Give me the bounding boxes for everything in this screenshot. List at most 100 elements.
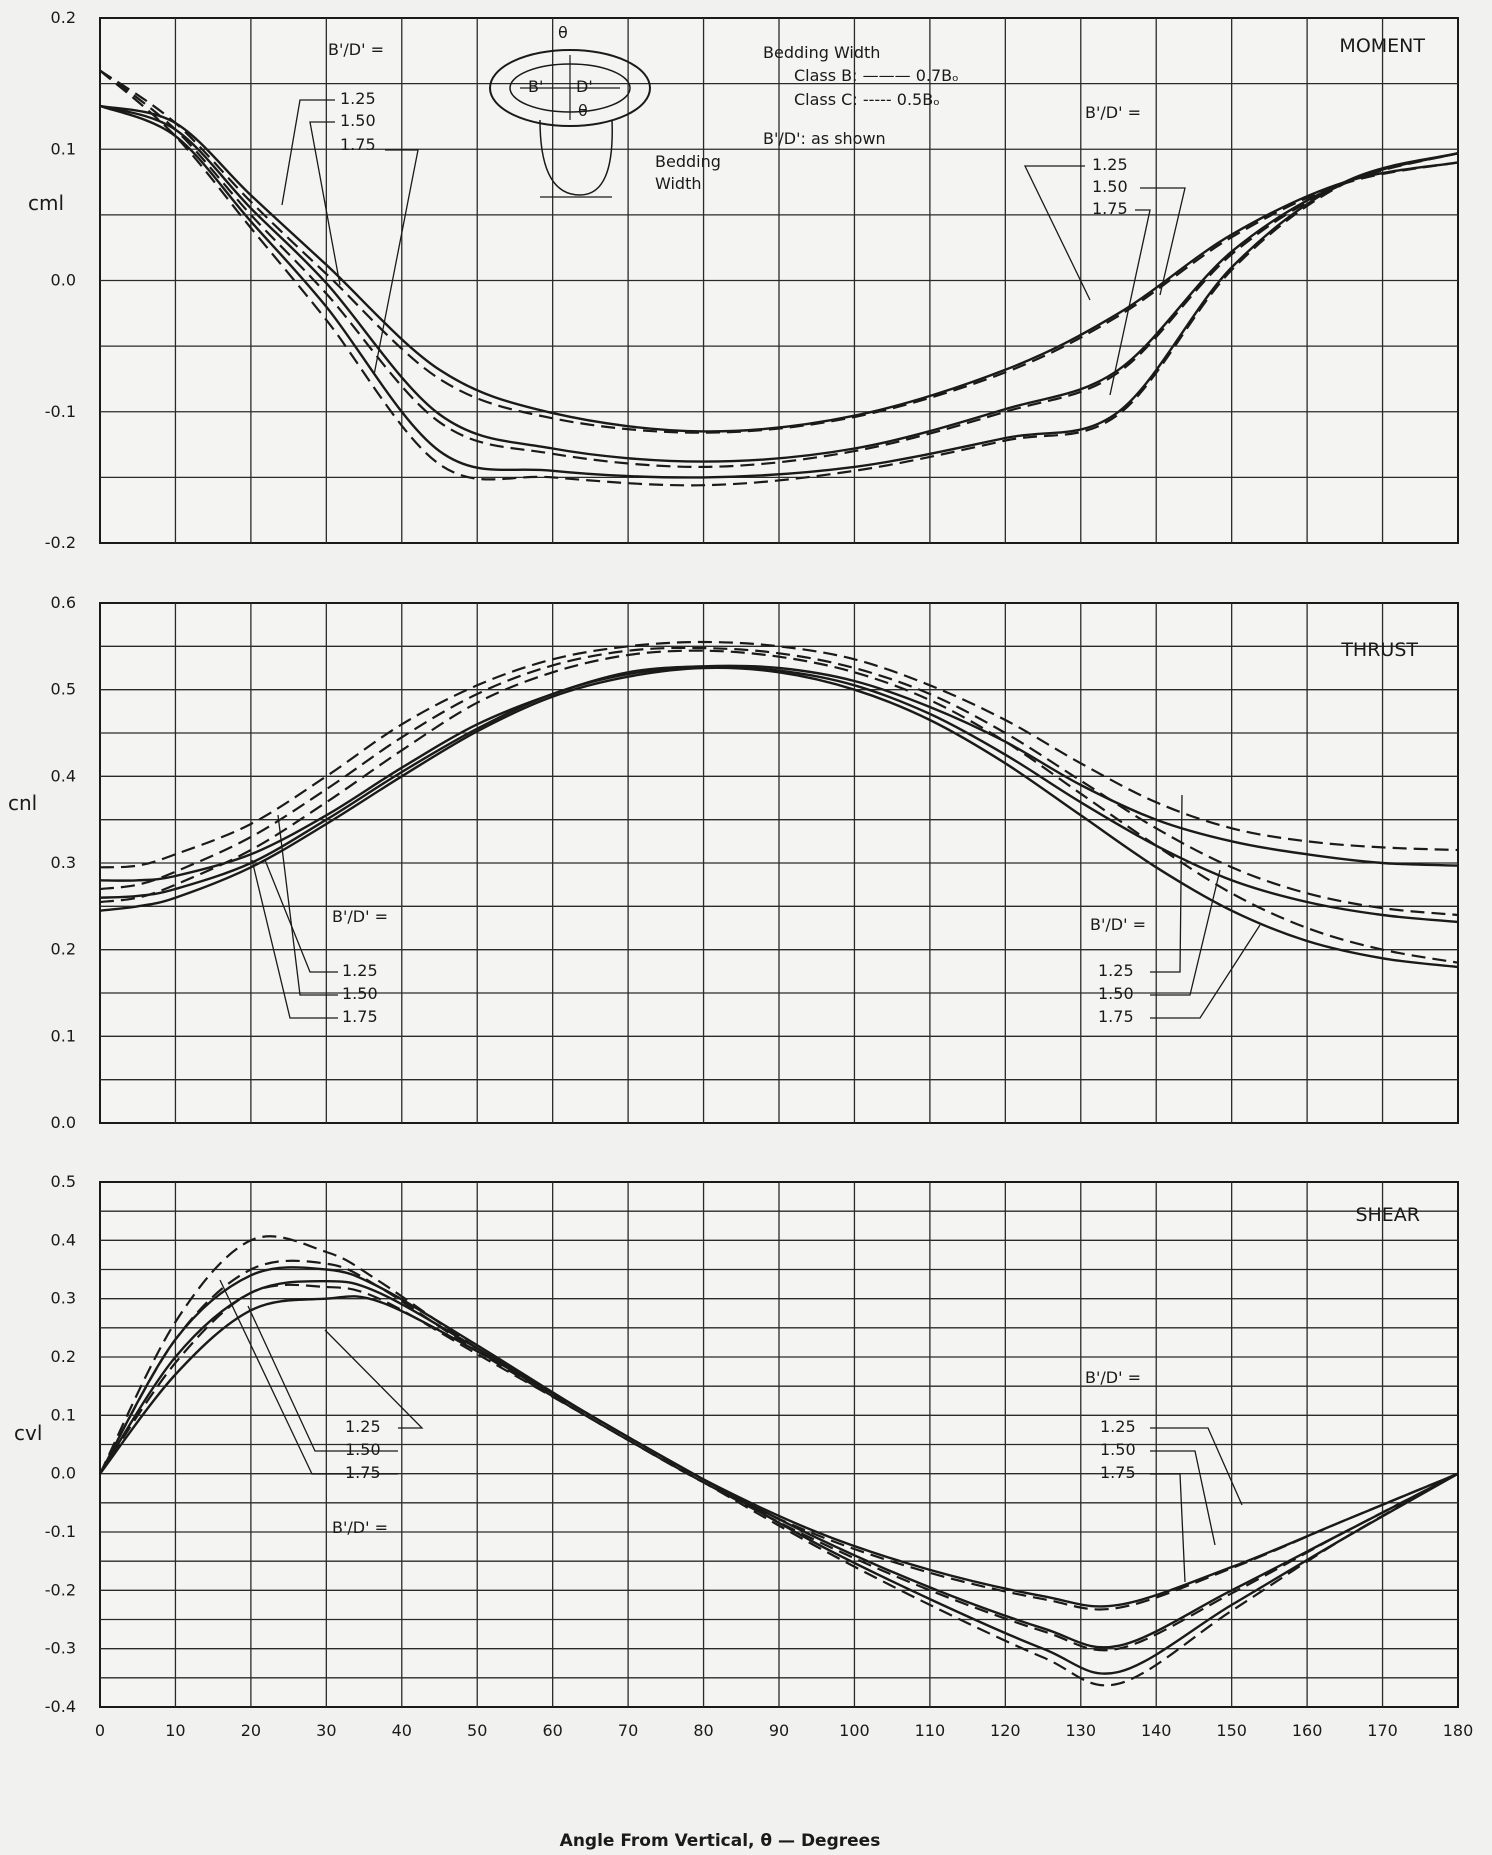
- thrust-series-class-c-1: [99, 640, 1459, 869]
- moment-left-ratio-3: 1.75: [340, 135, 376, 154]
- xtick-label: 80: [693, 1721, 713, 1740]
- pipe-diagram: θ B' D' θ Bedding Width: [489, 23, 721, 198]
- shear-right-ratio-1: 1.25: [1100, 1417, 1136, 1436]
- xtick-label: 20: [241, 1721, 261, 1740]
- thrust-ytick-label: 0.1: [51, 1026, 76, 1045]
- moment-ytick-label: 0.1: [51, 139, 76, 158]
- xtick-label: 170: [1367, 1721, 1398, 1740]
- moment-right-ratio-3: 1.75: [1092, 199, 1128, 218]
- shear-y-axis-label: cvl: [14, 1421, 42, 1445]
- thrust-ytick-label: 0.3: [51, 853, 76, 872]
- xtick-label: 50: [467, 1721, 487, 1740]
- thrust-left-ratio-1: 1.25: [342, 961, 378, 980]
- xtick-label: 60: [542, 1721, 562, 1740]
- thrust-panel: THRUST cnl 0.6 0.5 0.4 0.3 0.2 0.1 0.0: [8, 593, 1459, 1132]
- moment-ytick-label: 0.0: [51, 271, 76, 290]
- shear-ytick-label: 0.2: [51, 1347, 76, 1366]
- moment-plot-area: [99, 17, 1459, 544]
- shear-ytick-label: 0.5: [51, 1172, 76, 1191]
- shear-right-ratio-2: 1.50: [1100, 1440, 1136, 1459]
- xtick-label: 130: [1066, 1721, 1097, 1740]
- thrust-left-ratio-symbol: B'/D' =: [332, 907, 388, 926]
- thrust-right-ratio-3: 1.75: [1098, 1007, 1134, 1026]
- shear-ytick-label: 0.3: [51, 1289, 76, 1308]
- moment-left-ratio-symbol: B'/D' =: [328, 40, 384, 59]
- diagram-theta-top: θ: [558, 23, 568, 42]
- thrust-left-ratio-3: 1.75: [342, 1007, 378, 1026]
- moment-y-axis-label: cml: [28, 191, 64, 215]
- legend-ratio-note: B'/D': as shown: [763, 129, 886, 148]
- diagram-b-prime: B': [528, 77, 543, 96]
- moment-series-class-c-1: [99, 69, 1459, 434]
- thrust-ytick-label: 0.4: [51, 766, 76, 785]
- shear-ytick-label: -0.4: [45, 1697, 76, 1716]
- xtick-label: 110: [915, 1721, 946, 1740]
- xtick-label: 180: [1443, 1721, 1474, 1740]
- shear-ytick-label: -0.1: [45, 1522, 76, 1541]
- moment-series-class-c-2: [99, 69, 1459, 469]
- ratio-annotations: B'/D' = 1.25 1.50 1.75 B'/D' = 1.25 1.50…: [219, 40, 1261, 1583]
- thrust-series-class-c-3: [99, 649, 1459, 964]
- thrust-panel-title: THRUST: [1340, 639, 1418, 661]
- moment-panel: MOMENT cml 0.2 0.1 0.0 -0.1 -0.2: [28, 8, 1459, 552]
- xtick-label: 10: [165, 1721, 185, 1740]
- xtick-label: 160: [1292, 1721, 1323, 1740]
- moment-series-class-b-2: [99, 104, 1459, 463]
- shear-ytick-label: 0.1: [51, 1405, 76, 1424]
- shear-left-ratio-symbol: B'/D' =: [332, 1518, 388, 1537]
- diagram-theta-bottom: θ: [578, 101, 588, 120]
- thrust-ytick-label: 0.5: [51, 680, 76, 699]
- thrust-series-class-b-3: [99, 666, 1459, 969]
- moment-left-ratio-1: 1.25: [340, 89, 376, 108]
- moment-panel-title: MOMENT: [1339, 35, 1425, 57]
- legend-class-b: Class B: ——— 0.7Bₒ: [794, 66, 959, 85]
- thrust-right-ratio-2: 1.50: [1098, 984, 1134, 1003]
- shear-panel-title: SHEAR: [1355, 1204, 1420, 1226]
- shear-right-ratio-3: 1.75: [1100, 1463, 1136, 1482]
- shear-ytick-label: 0.4: [51, 1230, 76, 1249]
- thrust-series-class-b-1: [99, 664, 1459, 882]
- moment-left-ratio-2: 1.50: [340, 111, 376, 130]
- shear-right-ratio-symbol: B'/D' =: [1085, 1368, 1141, 1387]
- moment-ytick-label: 0.2: [51, 8, 76, 27]
- thrust-right-ratio-symbol: B'/D' =: [1090, 915, 1146, 934]
- moment-ytick-label: -0.2: [45, 533, 76, 552]
- thrust-right-ratio-1: 1.25: [1098, 961, 1134, 980]
- xtick-label: 30: [316, 1721, 336, 1740]
- xtick-label: 40: [392, 1721, 412, 1740]
- shear-series-class-c-3: [99, 1235, 1459, 1687]
- thrust-ytick-label: 0.0: [51, 1113, 76, 1132]
- legend-heading: Bedding Width: [763, 43, 880, 62]
- x-axis-label: Angle From Vertical, θ — Degrees: [560, 1831, 881, 1851]
- moment-right-ratio-1: 1.25: [1092, 155, 1128, 174]
- moment-series-class-b-1: [99, 104, 1459, 433]
- xtick-label: 100: [839, 1721, 870, 1740]
- moment-right-ratio-symbol: B'/D' =: [1085, 103, 1141, 122]
- legend-class-c: Class C: ----- 0.5Bₒ: [794, 90, 940, 109]
- moment-ytick-label: -0.1: [45, 402, 76, 421]
- moment-series-class-c-3: [99, 69, 1459, 487]
- diagram-d-prime: D': [576, 77, 593, 96]
- moment-right-ratio-2: 1.50: [1092, 177, 1128, 196]
- shear-plot-area: [98, 1181, 1459, 1708]
- thrust-left-ratio-2: 1.50: [342, 984, 378, 1003]
- thrust-ytick-label: 0.2: [51, 940, 76, 959]
- shear-left-ratio-2: 1.50: [345, 1440, 381, 1459]
- xtick-label: 70: [618, 1721, 638, 1740]
- shear-ytick-label: 0.0: [51, 1464, 76, 1483]
- diagram-bedding-label-2: Width: [655, 174, 701, 193]
- bedding-legend: Bedding Width Class B: ——— 0.7Bₒ Class C…: [763, 43, 959, 148]
- shear-ytick-label: -0.3: [45, 1639, 76, 1658]
- thrust-plot-area: [99, 602, 1459, 1124]
- xtick-label: 120: [990, 1721, 1021, 1740]
- diagram-bedding-label-1: Bedding: [655, 152, 721, 171]
- thrust-y-axis-label: cnl: [8, 791, 37, 815]
- moment-series-class-b-3: [99, 104, 1459, 479]
- shear-series-class-b-3: [98, 1266, 1459, 1675]
- shear-left-ratio-1: 1.25: [345, 1417, 381, 1436]
- shear-panel: SHEAR cvl 0.5 0.4 0.3 0.2 0.1 0.0 -0.1 -0.2 -0.3…: [14, 1172, 1459, 1716]
- shear-left-ratio-3: 1.75: [345, 1463, 381, 1482]
- xtick-label: 90: [769, 1721, 789, 1740]
- xtick-label: 0: [95, 1721, 105, 1740]
